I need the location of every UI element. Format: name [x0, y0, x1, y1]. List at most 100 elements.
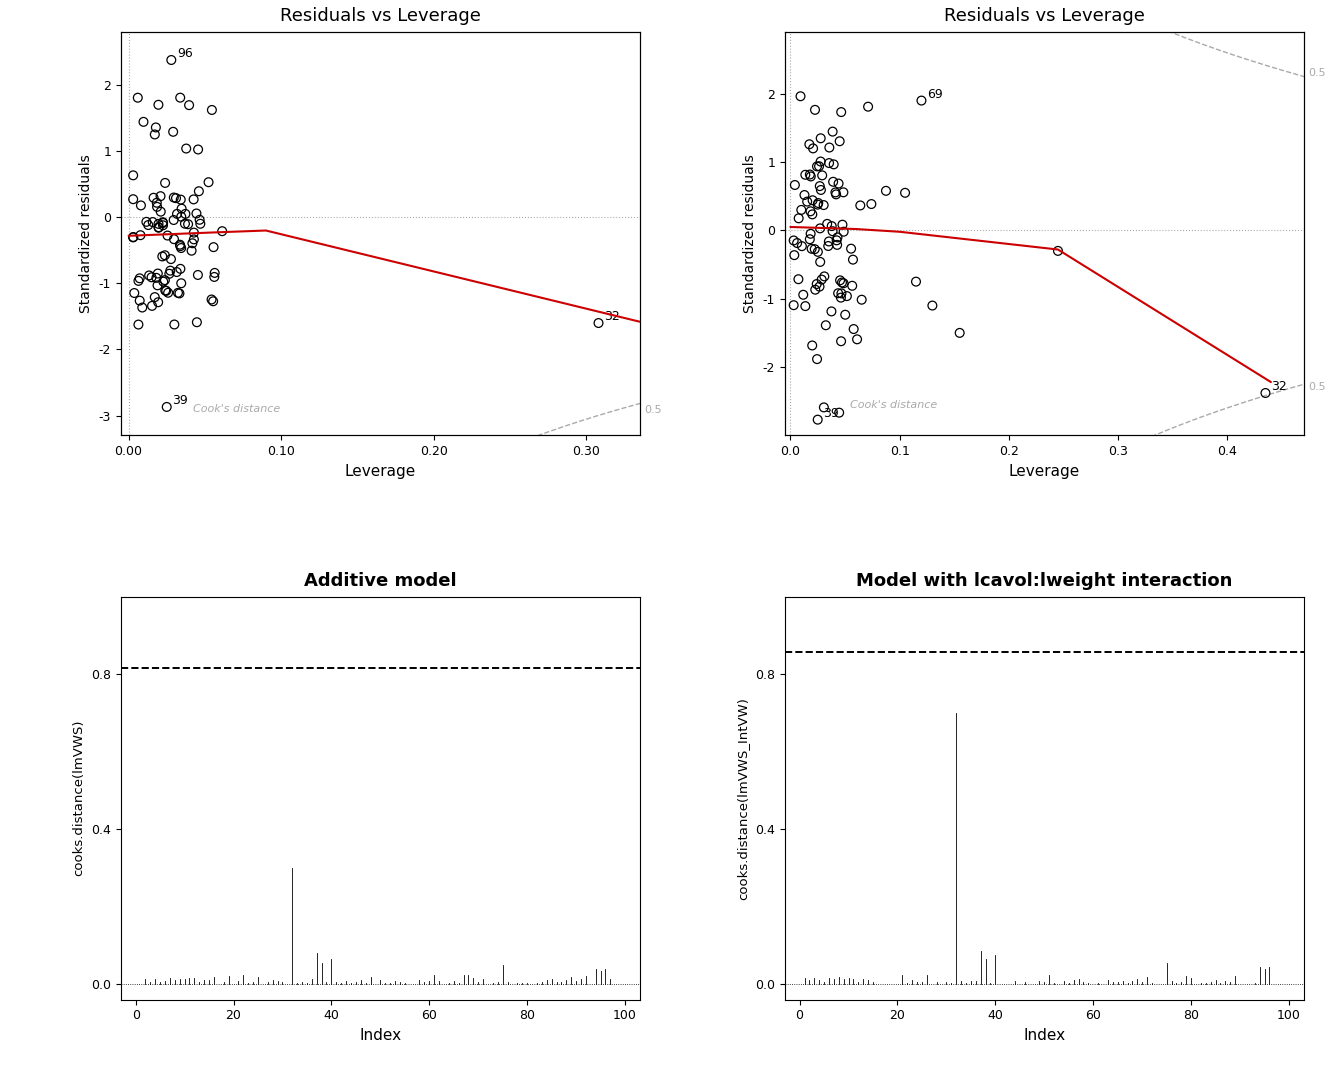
- Point: [163, 212, 184, 229]
- Point: [169, 236, 191, 254]
- Y-axis label: cooks.distance(lmVWS): cooks.distance(lmVWS): [73, 720, 86, 876]
- Text: 32: 32: [1271, 381, 1286, 393]
- Point: [823, 123, 844, 140]
- Point: [169, 285, 191, 302]
- Point: [146, 198, 168, 215]
- Point: [825, 184, 847, 201]
- Point: [818, 155, 840, 172]
- Point: [175, 215, 196, 232]
- Point: [141, 269, 163, 286]
- Point: [144, 126, 165, 143]
- Point: [823, 173, 844, 190]
- Point: [129, 270, 151, 287]
- Point: [843, 320, 864, 338]
- Text: 0.5: 0.5: [1308, 383, 1325, 392]
- Point: [816, 215, 837, 232]
- Point: [146, 195, 168, 212]
- Point: [122, 190, 144, 207]
- Text: Cook's distance: Cook's distance: [192, 404, 280, 414]
- Point: [906, 273, 927, 290]
- Point: [793, 286, 814, 303]
- Point: [146, 264, 168, 282]
- Point: [798, 135, 820, 153]
- Point: [211, 223, 233, 240]
- Point: [152, 217, 173, 234]
- Point: [922, 297, 943, 314]
- Point: [831, 103, 852, 120]
- Point: [792, 238, 813, 255]
- Point: [169, 238, 191, 255]
- Point: [204, 264, 226, 282]
- Point: [171, 200, 192, 217]
- Point: [169, 260, 191, 277]
- Point: [831, 285, 852, 302]
- Point: [851, 291, 872, 309]
- Point: [203, 269, 224, 286]
- Point: [843, 252, 864, 269]
- Point: [835, 306, 856, 324]
- Point: [812, 167, 833, 184]
- Point: [800, 168, 821, 185]
- Point: [806, 275, 828, 292]
- Point: [836, 287, 857, 304]
- X-axis label: Index: Index: [1023, 1028, 1066, 1043]
- Title: Residuals vs Leverage: Residuals vs Leverage: [280, 8, 481, 25]
- Point: [784, 232, 805, 249]
- Point: [806, 196, 828, 213]
- Point: [809, 219, 831, 236]
- Text: 39: 39: [824, 406, 839, 420]
- Point: [165, 189, 187, 206]
- Point: [132, 299, 153, 316]
- Text: 96: 96: [177, 47, 192, 60]
- Point: [827, 232, 848, 249]
- Point: [187, 267, 208, 284]
- Point: [142, 189, 164, 206]
- Point: [171, 240, 192, 257]
- Point: [809, 278, 831, 296]
- Point: [831, 289, 852, 306]
- Point: [840, 240, 862, 257]
- Point: [809, 177, 831, 195]
- Point: [203, 292, 224, 310]
- Point: [813, 197, 835, 214]
- Point: [151, 203, 172, 220]
- Point: [817, 238, 839, 255]
- Point: [149, 187, 171, 204]
- Point: [179, 97, 200, 114]
- Point: [155, 272, 176, 289]
- Text: 39: 39: [172, 395, 188, 407]
- Point: [153, 273, 175, 290]
- Point: [160, 262, 181, 280]
- Point: [133, 113, 155, 130]
- Point: [813, 399, 835, 416]
- Point: [185, 314, 207, 331]
- Point: [587, 314, 609, 331]
- Point: [129, 292, 151, 310]
- X-axis label: Leverage: Leverage: [1009, 463, 1081, 478]
- Point: [794, 186, 816, 203]
- Point: [808, 195, 829, 212]
- Point: [818, 139, 840, 156]
- Point: [800, 225, 821, 242]
- Point: [821, 223, 843, 240]
- Point: [894, 184, 915, 201]
- Point: [163, 189, 184, 206]
- Point: [137, 216, 159, 233]
- Point: [802, 191, 824, 209]
- Point: [801, 336, 823, 354]
- Point: [165, 263, 187, 281]
- Point: [203, 239, 224, 256]
- Point: [148, 218, 169, 235]
- Point: [144, 288, 165, 305]
- Point: [181, 234, 203, 252]
- Point: [828, 285, 849, 302]
- Title: Residuals vs Leverage: Residuals vs Leverage: [943, 8, 1145, 25]
- Point: [152, 214, 173, 231]
- Point: [148, 215, 169, 232]
- Point: [155, 174, 176, 191]
- Point: [164, 316, 185, 333]
- Point: [183, 231, 204, 248]
- Point: [800, 231, 821, 248]
- Point: [788, 271, 809, 288]
- Point: [828, 404, 849, 421]
